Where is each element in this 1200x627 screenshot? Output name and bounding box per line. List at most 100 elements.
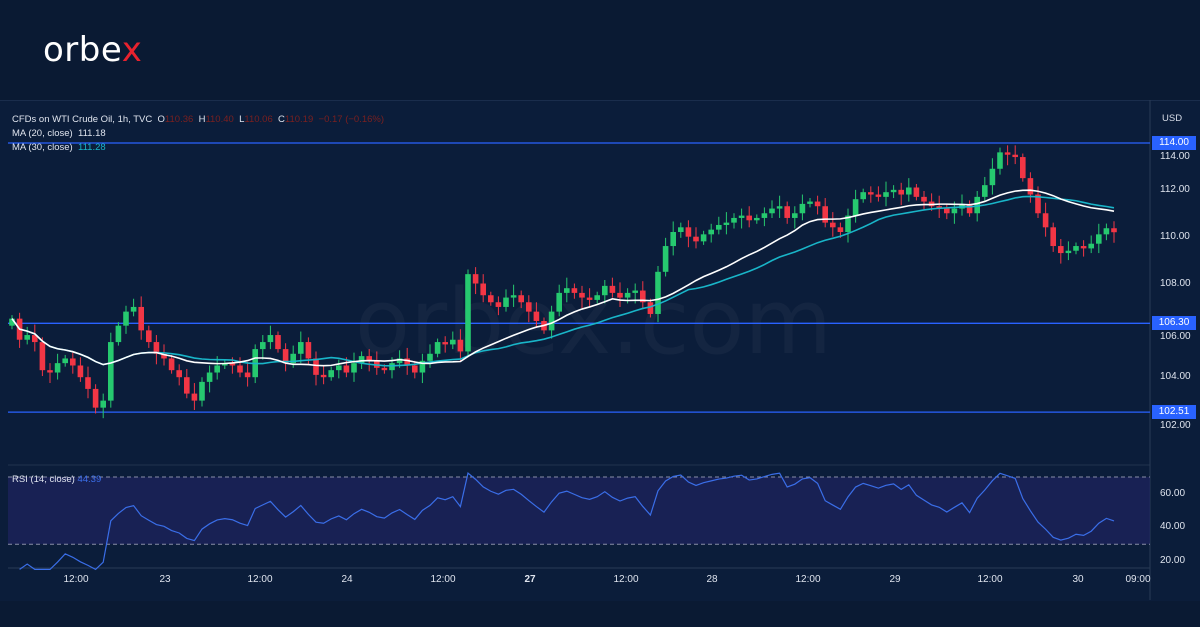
time-tick: 12:00 xyxy=(977,574,1003,585)
candle-body xyxy=(883,192,889,197)
candle-body xyxy=(199,381,205,401)
candle-body xyxy=(776,206,783,209)
candle-body xyxy=(184,377,190,394)
candle-body xyxy=(396,358,403,364)
candle-body xyxy=(913,187,920,197)
candle-body xyxy=(716,224,722,230)
ma20-line xyxy=(11,189,1115,367)
candle-body xyxy=(222,363,228,366)
candle-body xyxy=(472,274,479,284)
candle-body xyxy=(1065,250,1072,254)
candle-body xyxy=(526,302,532,312)
candle-body xyxy=(966,203,973,214)
candle-body xyxy=(1088,243,1094,249)
candle-body xyxy=(366,356,372,361)
candle-body xyxy=(161,353,167,359)
candle-body xyxy=(685,227,692,237)
candle-body xyxy=(860,192,866,200)
candle-body xyxy=(723,222,730,225)
candle-body xyxy=(997,152,1003,169)
price-tick: 104.00 xyxy=(1160,371,1191,383)
candle-body xyxy=(632,290,638,293)
candle-body xyxy=(336,365,342,371)
candle-body xyxy=(62,358,68,364)
candle-body xyxy=(761,213,768,218)
ma30-legend[interactable]: MA (30, close) 111.28 xyxy=(12,142,106,153)
rsi-tick: 60.00 xyxy=(1160,487,1186,499)
rsi-legend[interactable]: RSI (14, close) 44.39 xyxy=(12,474,102,485)
time-tick: 12:00 xyxy=(247,574,273,585)
candle-body xyxy=(389,363,395,371)
ma20-legend[interactable]: MA (20, close) 111.18 xyxy=(12,128,106,139)
price-tick: 114.00 xyxy=(1160,151,1190,162)
candle-body xyxy=(708,229,714,235)
candle-body xyxy=(130,306,137,312)
candle-body xyxy=(275,335,281,350)
time-tick: 23 xyxy=(159,574,171,585)
candle-body xyxy=(1058,246,1064,254)
change-value: −0.17 (−0.16%) xyxy=(318,114,385,125)
candle-body xyxy=(503,297,509,307)
candle-body xyxy=(548,311,555,331)
rsi-tick: 20.00 xyxy=(1160,555,1186,566)
candle-body xyxy=(754,217,760,221)
candle-body xyxy=(328,370,334,378)
candle-body xyxy=(1035,194,1041,214)
candle-body xyxy=(830,222,836,228)
candle-body xyxy=(267,335,274,343)
candle-body xyxy=(906,187,912,195)
candle-body xyxy=(427,353,433,361)
candle-body xyxy=(153,342,160,354)
candle-body xyxy=(1042,213,1049,228)
candle-body xyxy=(571,288,578,293)
candle-body xyxy=(85,377,91,389)
candle-body xyxy=(138,306,144,331)
candle-body xyxy=(434,342,441,354)
candle-body xyxy=(731,217,737,223)
chart-legend: CFDs on WTI Crude Oil, 1h, TVC O110.36 H… xyxy=(12,114,385,153)
candle-body xyxy=(556,292,562,312)
candle-body xyxy=(594,295,600,300)
candle-body xyxy=(206,372,213,382)
candle-body xyxy=(875,194,882,197)
time-tick: 12:00 xyxy=(613,574,639,585)
level-price-label: 102.51 xyxy=(1152,405,1196,420)
candle-body xyxy=(191,393,198,401)
candle-body xyxy=(305,342,312,359)
price-tick: 112.00 xyxy=(1160,183,1190,195)
candle-body xyxy=(662,246,669,272)
candle-body xyxy=(655,271,661,314)
candle-body xyxy=(9,318,15,326)
candle-body xyxy=(381,367,388,371)
ma30-line xyxy=(11,195,1115,367)
candle-body xyxy=(700,234,707,242)
candle-body xyxy=(1027,178,1034,195)
candle-body xyxy=(351,363,357,373)
candle-body xyxy=(442,342,448,345)
orbex-logo: orbex xyxy=(43,30,143,70)
time-tick: 12:00 xyxy=(63,574,89,585)
candle-body xyxy=(678,227,684,232)
time-tick: 09:00 xyxy=(1125,574,1151,585)
candle-body xyxy=(313,358,319,375)
candle-body xyxy=(214,365,220,373)
candle-body xyxy=(602,285,608,296)
candle-body xyxy=(1073,246,1079,251)
candle-body xyxy=(921,196,927,202)
price-tick: 102.00 xyxy=(1160,420,1191,432)
candle-body xyxy=(693,236,699,242)
price-tick: 110.00 xyxy=(1160,230,1190,242)
candle-body xyxy=(290,353,296,364)
price-tick: 106.00 xyxy=(1160,331,1191,343)
candle-body xyxy=(510,295,517,298)
candle-body xyxy=(320,374,327,378)
candle-body xyxy=(799,203,806,214)
candle-body xyxy=(640,290,646,303)
candle-body xyxy=(108,342,114,401)
candle-body xyxy=(39,342,46,371)
rsi-band xyxy=(8,477,1150,545)
candle-body xyxy=(1111,228,1117,233)
candle-body xyxy=(450,339,456,345)
candle-body xyxy=(617,292,623,298)
